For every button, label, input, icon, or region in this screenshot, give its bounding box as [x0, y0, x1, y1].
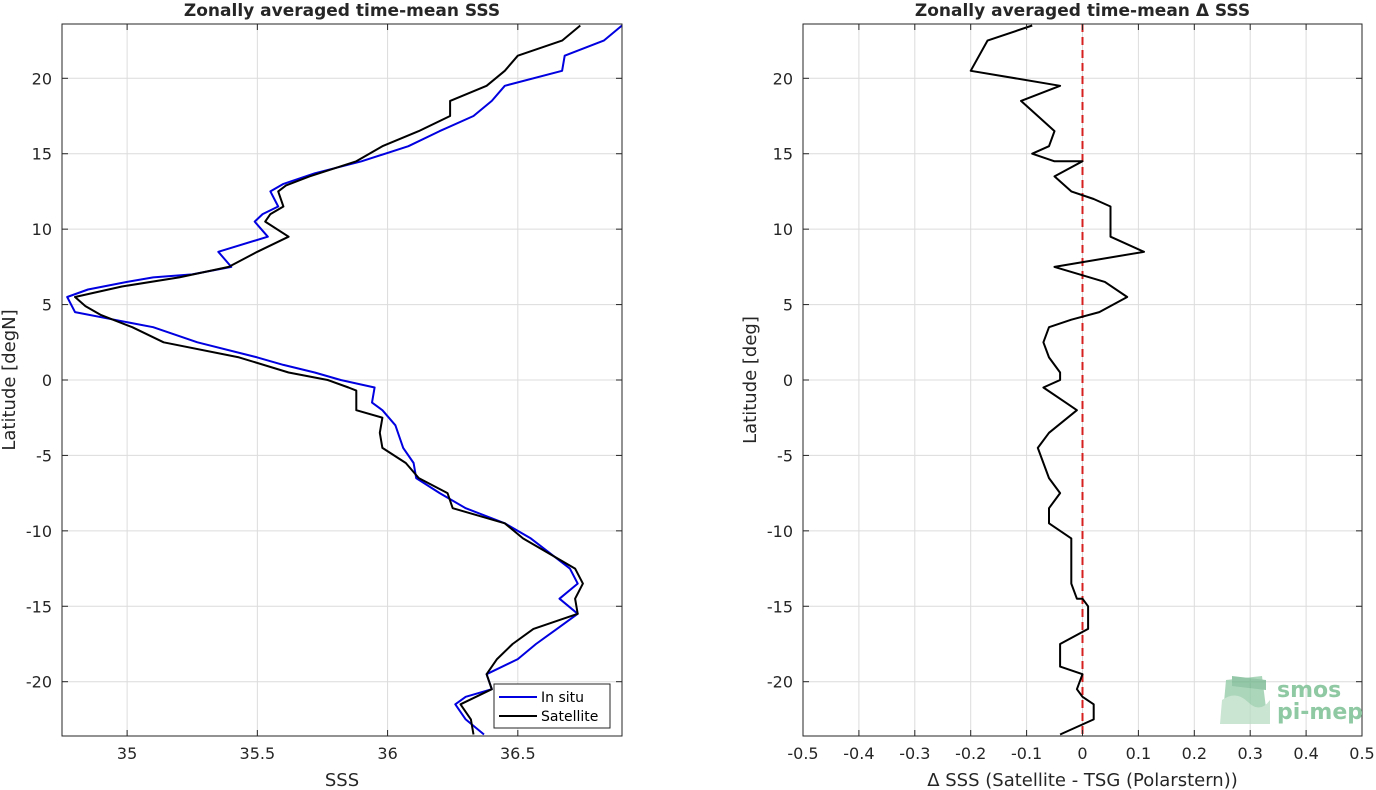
smos-pimep-logo: smos pi-mep — [1220, 676, 1363, 725]
right-y-axis-label: Latitude [deg] — [740, 316, 761, 444]
y-tick-label: -10 — [767, 522, 793, 541]
series-line-in-situ — [66, 24, 623, 736]
y-tick-label: 0 — [42, 371, 52, 390]
y-tick-label: -15 — [767, 597, 793, 616]
left-y-axis-label: Latitude [degN] — [0, 309, 20, 450]
y-tick-label: 15 — [773, 145, 793, 164]
y-tick-label: -20 — [767, 673, 793, 692]
logo-text-pimep: pi-mep — [1277, 700, 1363, 725]
x-tick-label: -0.4 — [843, 744, 874, 763]
left-chart-title: Zonally averaged time-mean SSS — [184, 1, 500, 21]
legend: In situ Satellite — [493, 683, 611, 729]
x-tick-label: 0.3 — [1237, 744, 1262, 763]
x-tick-label: 36 — [377, 744, 397, 763]
right-x-ticks: -0.5 -0.4 -0.3 -0.2 -0.1 0 0.1 0.2 0.3 0.4 0.5 — [787, 24, 1375, 763]
x-tick-label: 36.5 — [500, 744, 536, 763]
right-x-axis-label: Δ SSS (Satellite - TSG (Polarstern)) — [927, 770, 1238, 790]
logo-wave-icon — [1220, 676, 1270, 724]
left-x-ticks: 35 35.5 36 36.5 — [117, 24, 536, 763]
x-tick-label: 0.2 — [1182, 744, 1207, 763]
right-y-ticks: -20 -15 -10 -5 0 5 10 15 20 — [767, 69, 1362, 692]
left-grid — [62, 24, 622, 736]
x-tick-label: -0.1 — [1011, 744, 1042, 763]
left-chart: 35 35.5 36 36.5 -20 -15 -10 -5 0 5 10 15 20 Zonally… — [0, 1, 623, 790]
x-tick-label: -0.2 — [955, 744, 986, 763]
y-tick-label: 10 — [32, 220, 52, 239]
x-tick-label: 0 — [1077, 744, 1087, 763]
y-tick-label: 10 — [773, 220, 793, 239]
y-tick-label: -5 — [777, 446, 793, 465]
y-tick-label: -15 — [26, 597, 52, 616]
legend-box — [493, 683, 611, 729]
x-tick-label: -0.5 — [787, 744, 818, 763]
x-tick-label: 0.5 — [1349, 744, 1374, 763]
left-x-axis-label: SSS — [325, 770, 359, 790]
right-chart: -0.5 -0.4 -0.3 -0.2 -0.1 0 0.1 0.2 0.3 0.4 0.5 -20… — [740, 1, 1375, 790]
y-tick-label: 15 — [32, 145, 52, 164]
y-tick-label: 5 — [42, 296, 52, 315]
y-tick-label: 20 — [32, 69, 52, 88]
legend-label-satellite: Satellite — [541, 709, 598, 725]
right-series-layer — [969, 24, 1145, 736]
x-tick-label: 35.5 — [240, 744, 276, 763]
y-tick-label: -20 — [26, 673, 52, 692]
y-tick-label: -10 — [26, 522, 52, 541]
left-y-ticks: -20 -15 -10 -5 0 5 10 15 20 — [26, 69, 622, 692]
x-tick-label: 0.4 — [1293, 744, 1318, 763]
left-series-layer — [66, 24, 623, 736]
right-chart-title: Zonally averaged time-mean Δ SSS — [915, 1, 1250, 21]
y-tick-label: 0 — [783, 371, 793, 390]
y-tick-label: -5 — [36, 446, 52, 465]
series-line-delta-sss — [969, 24, 1145, 736]
legend-label-in-situ: In situ — [541, 690, 584, 706]
logo-text-smos: smos — [1277, 678, 1341, 703]
x-tick-label: 35 — [117, 744, 137, 763]
series-line-satellite — [74, 24, 584, 735]
x-tick-label: 0.1 — [1126, 744, 1151, 763]
y-tick-label: 5 — [783, 296, 793, 315]
y-tick-label: 20 — [773, 69, 793, 88]
x-tick-label: -0.3 — [899, 744, 930, 763]
